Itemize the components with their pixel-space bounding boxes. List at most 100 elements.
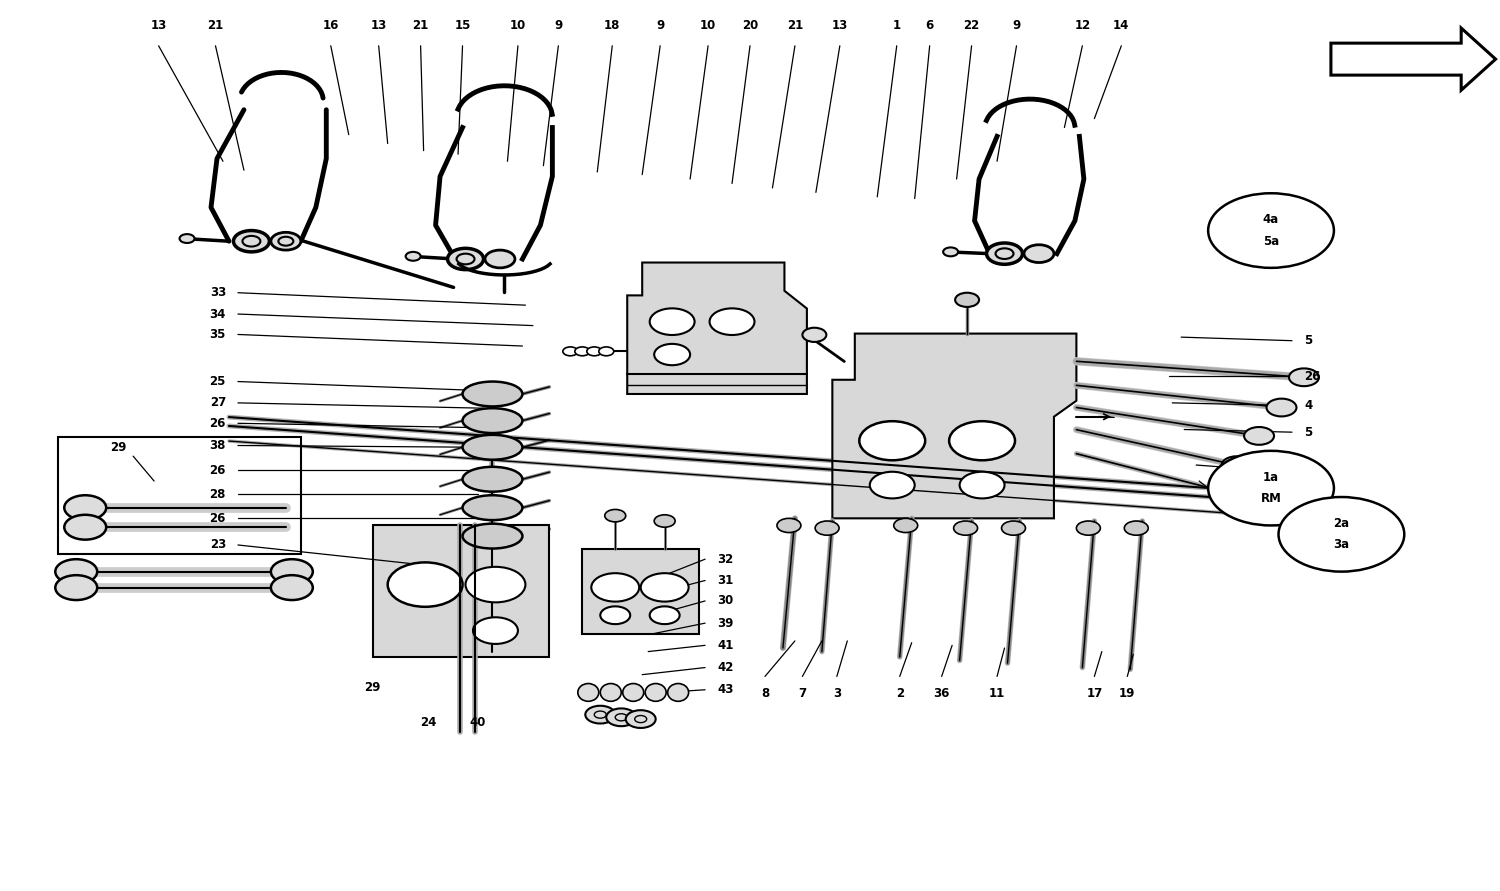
Circle shape	[1208, 451, 1334, 526]
Text: 15: 15	[454, 20, 471, 32]
Text: 21: 21	[788, 20, 802, 32]
Ellipse shape	[462, 495, 522, 520]
Circle shape	[562, 347, 578, 356]
Text: 17: 17	[1086, 687, 1102, 700]
Circle shape	[640, 573, 688, 601]
Circle shape	[894, 519, 918, 533]
Circle shape	[1216, 485, 1246, 503]
Text: 12: 12	[1074, 20, 1090, 32]
Circle shape	[859, 421, 926, 461]
Circle shape	[64, 515, 106, 540]
Circle shape	[650, 308, 694, 335]
Circle shape	[956, 293, 980, 307]
Text: 29: 29	[364, 681, 381, 693]
Text: 2: 2	[896, 687, 904, 700]
Circle shape	[626, 710, 656, 728]
Text: 9: 9	[656, 20, 664, 32]
Circle shape	[1077, 521, 1101, 535]
Ellipse shape	[622, 683, 644, 701]
Text: 10: 10	[510, 20, 526, 32]
Text: 10: 10	[700, 20, 715, 32]
Text: 38: 38	[210, 439, 226, 452]
Circle shape	[585, 706, 615, 723]
Circle shape	[447, 249, 483, 270]
Text: 2a: 2a	[1334, 517, 1350, 530]
Circle shape	[465, 567, 525, 602]
Text: 24: 24	[420, 716, 436, 729]
Text: 25: 25	[210, 375, 226, 388]
Text: 1a: 1a	[1263, 471, 1280, 484]
Text: 6: 6	[926, 20, 934, 32]
Text: 35: 35	[210, 328, 226, 341]
Text: 30: 30	[717, 594, 734, 608]
Circle shape	[586, 347, 602, 356]
Text: 34: 34	[210, 307, 226, 321]
Circle shape	[64, 495, 106, 520]
Circle shape	[56, 576, 98, 600]
Circle shape	[272, 560, 314, 584]
Circle shape	[944, 248, 958, 257]
Circle shape	[604, 510, 625, 522]
Ellipse shape	[600, 683, 621, 701]
Circle shape	[180, 234, 195, 243]
Text: 3: 3	[833, 687, 842, 700]
Text: 32: 32	[717, 552, 734, 566]
Circle shape	[987, 243, 1023, 265]
Text: 29: 29	[110, 441, 126, 454]
Circle shape	[1125, 521, 1149, 535]
Text: 9: 9	[1013, 20, 1020, 32]
Text: 3a: 3a	[1334, 538, 1350, 552]
Text: 8: 8	[760, 687, 770, 700]
Text: 13: 13	[370, 20, 387, 32]
Text: RM: RM	[1260, 493, 1281, 505]
Text: 13: 13	[150, 20, 166, 32]
Circle shape	[1288, 368, 1318, 386]
Text: 1: 1	[892, 20, 902, 32]
Circle shape	[1002, 521, 1026, 535]
Circle shape	[802, 328, 826, 342]
Polygon shape	[372, 526, 549, 657]
Circle shape	[950, 421, 1016, 461]
Circle shape	[472, 617, 518, 644]
Text: 20: 20	[742, 20, 758, 32]
Ellipse shape	[645, 683, 666, 701]
Circle shape	[1266, 398, 1296, 416]
Text: 13: 13	[831, 20, 848, 32]
Circle shape	[591, 573, 639, 601]
Circle shape	[954, 521, 978, 535]
Ellipse shape	[462, 467, 522, 492]
Circle shape	[815, 521, 839, 535]
Ellipse shape	[462, 435, 522, 460]
Text: 11: 11	[988, 687, 1005, 700]
Circle shape	[650, 607, 680, 624]
Circle shape	[387, 562, 462, 607]
Circle shape	[710, 308, 754, 335]
Text: 5: 5	[1304, 334, 1312, 347]
Text: 28: 28	[210, 488, 226, 501]
Circle shape	[870, 471, 915, 498]
Circle shape	[1208, 193, 1334, 268]
Bar	[58, 437, 302, 554]
Text: 42: 42	[717, 661, 734, 674]
Text: 7: 7	[798, 687, 807, 700]
Ellipse shape	[462, 408, 522, 433]
Circle shape	[574, 347, 590, 356]
Circle shape	[598, 347, 613, 356]
Polygon shape	[833, 333, 1077, 519]
Text: 36: 36	[933, 687, 950, 700]
Circle shape	[606, 708, 636, 726]
Circle shape	[56, 560, 98, 584]
Text: 26: 26	[210, 464, 226, 477]
Text: 37: 37	[1304, 466, 1320, 478]
Circle shape	[1221, 456, 1251, 474]
Text: 26: 26	[210, 511, 226, 525]
Circle shape	[1244, 427, 1274, 445]
Text: 41: 41	[717, 639, 734, 652]
Text: 26: 26	[210, 417, 226, 429]
Circle shape	[654, 515, 675, 527]
Text: 21: 21	[207, 20, 224, 32]
Circle shape	[272, 576, 314, 600]
Circle shape	[960, 471, 1005, 498]
Text: 31: 31	[717, 574, 734, 587]
Circle shape	[234, 231, 270, 252]
